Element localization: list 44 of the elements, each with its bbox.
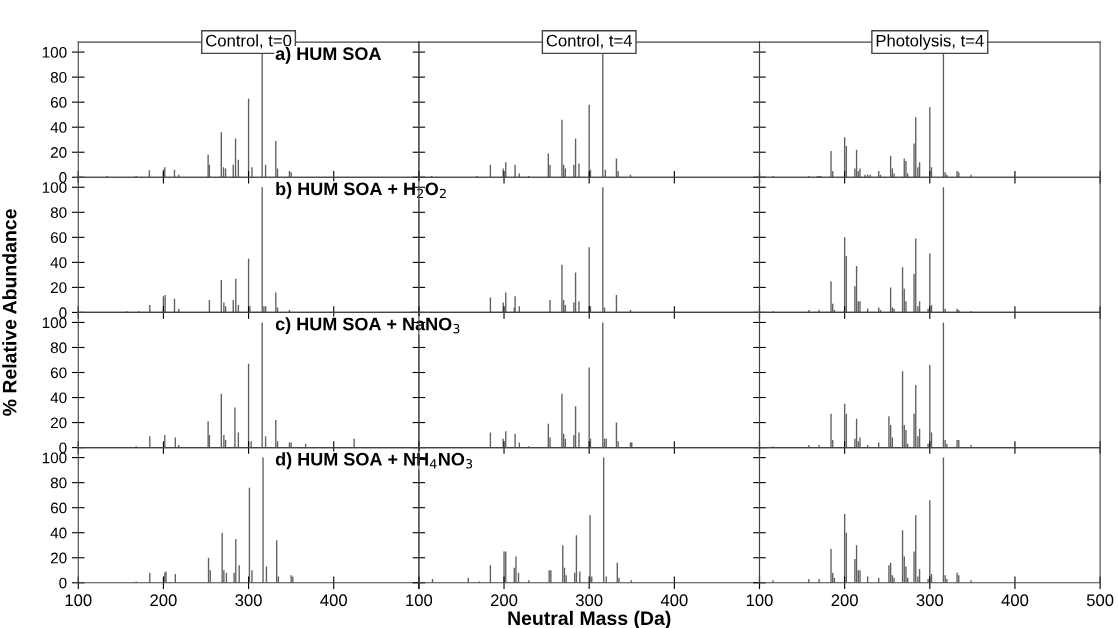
annotation: d) HUM SOA + NH$_{4}$NO$_{3}$ bbox=[275, 452, 473, 470]
x-tick-label: 200 bbox=[831, 594, 858, 607]
y-tick-label: 20 bbox=[50, 147, 67, 158]
annotation: c) HUM SOA + NaNO$_{3}$ bbox=[275, 317, 460, 334]
y-tick-label: 40 bbox=[50, 527, 67, 539]
x-tick-label: 200 bbox=[490, 594, 518, 607]
y-tick-label: 60 bbox=[50, 367, 67, 379]
x-tick-label: 100 bbox=[406, 594, 433, 607]
x-tick-label: 300 bbox=[235, 594, 262, 607]
chart-title: Control, t=4 bbox=[546, 34, 633, 49]
y-tick-label: 0 bbox=[59, 577, 67, 589]
x-tick-label: 400 bbox=[1001, 594, 1029, 607]
y-tick-label: 60 bbox=[50, 502, 67, 514]
y-tick-label: 0 bbox=[59, 172, 67, 183]
y-tick-label: 20 bbox=[50, 552, 67, 564]
x-tick-label: 500 bbox=[1086, 594, 1114, 607]
y-tick-label: 100 bbox=[42, 182, 67, 193]
y-tick-label: 20 bbox=[50, 282, 67, 294]
y-tick-label: 100 bbox=[42, 317, 67, 329]
y-tick-label: 0 bbox=[59, 442, 67, 454]
x-tick-label: 400 bbox=[320, 594, 347, 607]
y-tick-label: 40 bbox=[50, 392, 67, 404]
x-tick-label: 400 bbox=[660, 594, 688, 607]
x-tick-label: 300 bbox=[575, 594, 603, 607]
annotation: a) HUM SOA bbox=[275, 46, 381, 64]
y-tick-label: 60 bbox=[50, 97, 67, 108]
y-tick-label: 80 bbox=[50, 342, 67, 354]
x-axis-title: Neutral Mass (Da) bbox=[508, 610, 671, 628]
y-tick-label: 80 bbox=[50, 71, 67, 83]
x-tick-label: 100 bbox=[746, 594, 773, 607]
y-tick-label: 40 bbox=[50, 122, 67, 133]
y-tick-label: 40 bbox=[50, 257, 67, 269]
y-tick-label: 20 bbox=[50, 417, 67, 429]
y-tick-label: 80 bbox=[50, 207, 67, 218]
y-tick-label: 80 bbox=[50, 477, 67, 489]
y-tick-label: 100 bbox=[42, 452, 67, 464]
annotation: b) HUM SOA + H$_{2}$O$_{2}$ bbox=[276, 181, 446, 199]
y-axis-title: % Relative Abundance bbox=[2, 209, 17, 416]
chart-title: Photolysis, t=4 bbox=[876, 34, 984, 50]
x-tick-label: 300 bbox=[916, 594, 944, 607]
x-tick-label: 200 bbox=[150, 594, 177, 607]
y-tick-label: 0 bbox=[59, 307, 67, 319]
y-tick-label: 100 bbox=[42, 46, 67, 58]
y-tick-label: 60 bbox=[50, 232, 67, 244]
